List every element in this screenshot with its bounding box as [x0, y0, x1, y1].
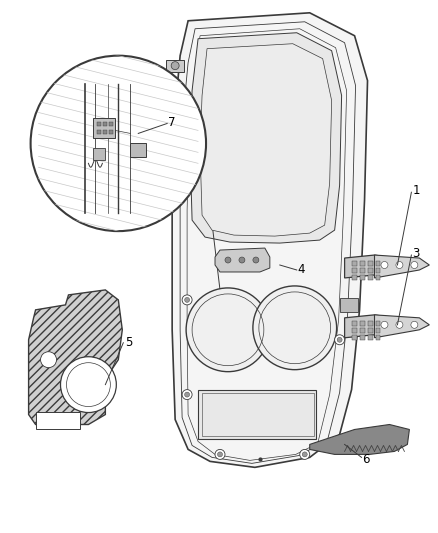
Bar — [375, 275, 381, 280]
Circle shape — [171, 101, 179, 109]
Bar — [166, 144, 184, 156]
Bar — [367, 321, 372, 326]
Polygon shape — [345, 315, 397, 338]
Circle shape — [184, 297, 190, 302]
Text: 7: 7 — [168, 116, 176, 129]
Circle shape — [171, 147, 179, 155]
Bar — [367, 328, 372, 333]
Circle shape — [239, 257, 245, 263]
Bar — [166, 100, 184, 111]
Bar — [367, 335, 372, 340]
Bar — [352, 321, 357, 326]
Polygon shape — [374, 255, 429, 278]
Bar — [360, 328, 364, 333]
Polygon shape — [200, 44, 332, 236]
Circle shape — [186, 288, 270, 372]
Bar — [375, 261, 381, 266]
Bar — [103, 131, 107, 134]
Bar — [352, 261, 357, 266]
Bar — [110, 131, 113, 134]
Bar — [339, 298, 357, 312]
Circle shape — [171, 62, 179, 70]
Circle shape — [31, 55, 206, 231]
Circle shape — [253, 257, 259, 263]
Bar — [375, 321, 381, 326]
Bar — [103, 123, 107, 126]
Circle shape — [396, 321, 403, 328]
Bar — [97, 123, 101, 126]
Bar — [352, 335, 357, 340]
Circle shape — [182, 295, 192, 305]
Bar — [360, 275, 364, 280]
Bar — [375, 328, 381, 333]
Text: 5: 5 — [125, 336, 133, 349]
Bar — [97, 131, 101, 134]
Polygon shape — [190, 33, 342, 243]
Polygon shape — [215, 248, 270, 272]
Circle shape — [225, 257, 231, 263]
Text: 1: 1 — [413, 184, 420, 197]
Polygon shape — [345, 255, 397, 278]
FancyBboxPatch shape — [198, 390, 316, 439]
Polygon shape — [310, 424, 410, 455]
Bar — [352, 328, 357, 333]
Text: 4: 4 — [298, 263, 305, 277]
Circle shape — [381, 321, 388, 328]
Bar — [360, 321, 364, 326]
Circle shape — [182, 390, 192, 400]
Circle shape — [300, 449, 310, 459]
Bar — [35, 411, 81, 430]
Circle shape — [60, 357, 117, 413]
Polygon shape — [28, 290, 122, 424]
Bar — [166, 60, 184, 71]
Circle shape — [41, 352, 57, 368]
Circle shape — [381, 262, 388, 269]
Circle shape — [253, 286, 337, 370]
Bar — [352, 268, 357, 273]
Bar — [360, 268, 364, 273]
Circle shape — [218, 452, 223, 457]
Circle shape — [184, 392, 190, 397]
Circle shape — [335, 335, 345, 345]
Bar — [375, 335, 381, 340]
Bar — [352, 275, 357, 280]
Bar — [360, 261, 364, 266]
Text: 6: 6 — [363, 453, 370, 466]
Bar — [93, 118, 115, 139]
Circle shape — [337, 337, 342, 342]
Bar — [110, 123, 113, 126]
Circle shape — [411, 262, 418, 269]
Circle shape — [396, 262, 403, 269]
Bar — [93, 148, 106, 160]
Text: 3: 3 — [413, 247, 420, 260]
Circle shape — [215, 449, 225, 459]
Bar — [367, 275, 372, 280]
Circle shape — [411, 321, 418, 328]
Bar — [367, 268, 372, 273]
Polygon shape — [172, 13, 367, 467]
Circle shape — [302, 452, 307, 457]
Bar — [130, 143, 146, 157]
Polygon shape — [374, 315, 429, 338]
Bar — [367, 261, 372, 266]
Bar — [360, 335, 364, 340]
Bar — [375, 268, 381, 273]
